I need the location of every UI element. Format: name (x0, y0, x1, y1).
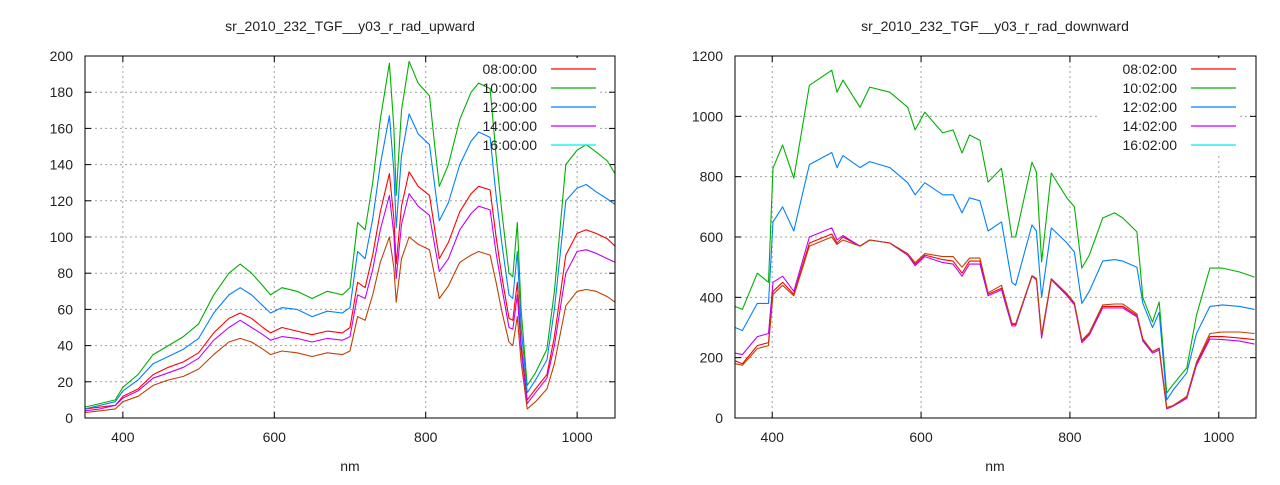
y-tick-label: 60 (57, 301, 73, 317)
series-line-10-00-00 (84, 60, 616, 408)
y-tick-label: 1200 (692, 48, 723, 64)
series-line-08-02-00 (734, 233, 1255, 408)
series-line-12-02-00 (734, 151, 1255, 401)
legend-item: 14:02:00 (1123, 118, 1236, 134)
plot-border (84, 55, 616, 419)
chart-title: sr_2010_232_TGF__y03_r_rad_upward (225, 18, 475, 34)
x-tick-label: 600 (263, 429, 287, 445)
y-tick-label: 800 (700, 169, 724, 185)
legend-label: 16:02:00 (1123, 137, 1178, 153)
legend-label: 08:02:00 (1123, 61, 1178, 77)
y-tick-label: 200 (50, 48, 74, 64)
series-line-16-02-00 (734, 236, 1255, 408)
y-tick-label: 1000 (692, 108, 723, 124)
legend-label: 10:02:00 (1123, 80, 1178, 96)
y-tick-label: 120 (50, 193, 74, 209)
y-tick-label: 200 (700, 350, 724, 366)
series-line-14-02-00 (734, 227, 1255, 410)
y-tick-label: 80 (57, 265, 73, 281)
x-tick-label: 1000 (1203, 429, 1234, 445)
chart-title: sr_2010_232_TGF__y03_r_rad_downward (861, 18, 1129, 34)
legend-label: 10:00:00 (483, 80, 538, 96)
legend-item: 12:00:00 (483, 99, 596, 115)
y-tick-label: 40 (57, 338, 73, 354)
series-line-16-00-00 (84, 236, 616, 414)
y-tick-label: 100 (50, 229, 74, 245)
y-tick-label: 20 (57, 374, 73, 390)
legend-label: 08:00:00 (483, 61, 538, 77)
series-line-14-00-00 (84, 193, 616, 412)
legend-item: 12:02:00 (1123, 99, 1236, 115)
y-tick-label: 0 (715, 410, 723, 426)
legend-item: 10:00:00 (483, 80, 596, 96)
y-tick-label: 400 (700, 289, 724, 305)
legend-item: 10:02:00 (1123, 80, 1236, 96)
legend-item: 14:00:00 (483, 118, 596, 134)
x-tick-label: 400 (761, 429, 785, 445)
x-tick-label: 800 (414, 429, 438, 445)
x-axis-label: nm (340, 458, 359, 474)
legend-background (1100, 58, 1240, 154)
legend-item: 08:00:00 (483, 61, 596, 77)
plot-downward: sr_2010_232_TGF__y03_r_rad_downward nm 0… (692, 18, 1257, 474)
y-tick-label: 140 (50, 157, 74, 173)
legend-item: 08:02:00 (1123, 61, 1236, 77)
x-tick-label: 1000 (562, 429, 593, 445)
legend-label: 14:00:00 (483, 118, 538, 134)
plot-border (734, 55, 1257, 419)
series-line-12-00-00 (84, 113, 616, 410)
y-tick-label: 600 (700, 229, 724, 245)
series-line-10-02-00 (734, 69, 1255, 394)
legend-background (466, 58, 600, 154)
legend-label: 16:00:00 (483, 137, 538, 153)
x-tick-label: 400 (111, 429, 135, 445)
legend-label: 12:00:00 (483, 99, 538, 115)
y-tick-label: 0 (65, 410, 73, 426)
plot-upward: sr_2010_232_TGF__y03_r_rad_upward nm 0 20… (50, 18, 616, 474)
legend-label: 12:02:00 (1123, 99, 1178, 115)
x-axis-label: nm (985, 458, 1004, 474)
legend-item: 16:00:00 (483, 137, 596, 153)
legend-label: 14:02:00 (1123, 118, 1178, 134)
y-tick-label: 180 (50, 84, 74, 100)
x-tick-label: 800 (1058, 429, 1082, 445)
x-tick-label: 600 (909, 429, 933, 445)
legend-item: 16:02:00 (1123, 137, 1236, 153)
y-tick-label: 160 (50, 120, 74, 136)
